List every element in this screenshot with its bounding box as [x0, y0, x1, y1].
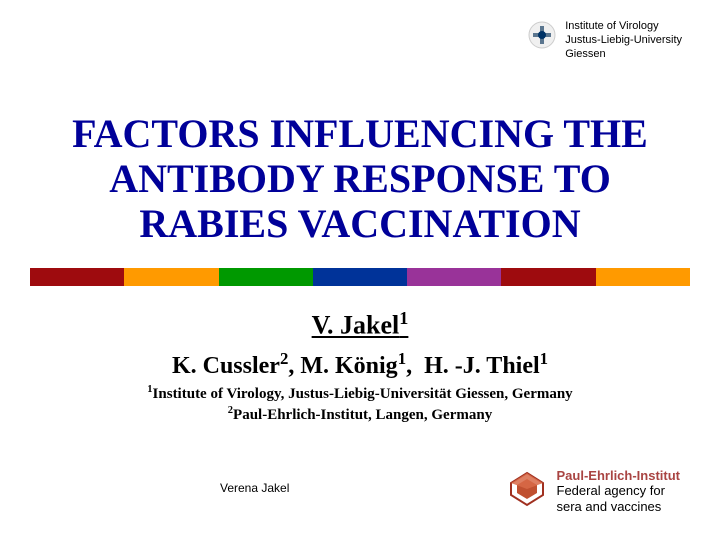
affil-text: Paul-Ehrlich-Institut, Langen, Germany — [233, 407, 492, 423]
stripe-segment — [124, 268, 218, 286]
author-sup: 1 — [540, 349, 548, 368]
footer-presenter-name: Verena Jakel — [220, 481, 289, 495]
author-name: M. König — [300, 353, 397, 379]
author-name: K. Cussler — [172, 353, 280, 379]
affil-text: Institute of Virology, Justus-Liebig-Uni… — [153, 386, 573, 402]
presenter: V. Jakel1 — [0, 308, 720, 341]
footer-agency: Paul-Ehrlich-Institut Federal agency for… — [507, 468, 681, 516]
author-name: H. -J. Thiel — [424, 353, 540, 379]
title-line: RABIES VACCINATION — [0, 202, 720, 247]
author-sup: 2 — [280, 349, 288, 368]
stripe-segment — [501, 268, 595, 286]
stripe-segment — [30, 268, 124, 286]
accent-stripe — [30, 268, 690, 286]
header-institute: Institute of Virology Justus-Liebig-Univ… — [527, 20, 682, 61]
authors-line: K. Cussler2, M. König1, H. -J. Thiel1 — [0, 349, 720, 380]
presenter-affil-sup: 1 — [399, 308, 408, 328]
stripe-segment — [407, 268, 501, 286]
footer-agency-text-block: Paul-Ehrlich-Institut Federal agency for… — [557, 468, 681, 516]
agency-line: Federal agency for — [557, 483, 681, 499]
institute-line: Justus-Liebig-University — [565, 34, 682, 48]
stripe-segment — [219, 268, 313, 286]
author-sup: 1 — [398, 349, 406, 368]
university-logo-icon — [527, 20, 557, 55]
slide-title: FACTORS INFLUENCING THE ANTIBODY RESPONS… — [0, 112, 720, 246]
stripe-segment — [313, 268, 407, 286]
title-line: FACTORS INFLUENCING THE — [0, 112, 720, 157]
institute-line: Giessen — [565, 48, 682, 62]
agency-line: sera and vaccines — [557, 499, 681, 515]
presenter-name: V. Jakel — [312, 311, 400, 340]
institute-text: Institute of Virology Justus-Liebig-Univ… — [565, 20, 682, 61]
affiliation-line: 1Institute of Virology, Justus-Liebig-Un… — [0, 383, 720, 404]
affiliations: 1Institute of Virology, Justus-Liebig-Un… — [0, 383, 720, 425]
title-line: ANTIBODY RESPONSE TO — [0, 157, 720, 202]
stripe-segment — [596, 268, 690, 286]
institute-line: Institute of Virology — [565, 20, 682, 34]
pei-institute-label: Paul-Ehrlich-Institut — [557, 468, 681, 483]
affiliation-line: 2Paul-Ehrlich-Institut, Langen, Germany — [0, 404, 720, 425]
paul-ehrlich-logo-icon — [507, 469, 547, 514]
